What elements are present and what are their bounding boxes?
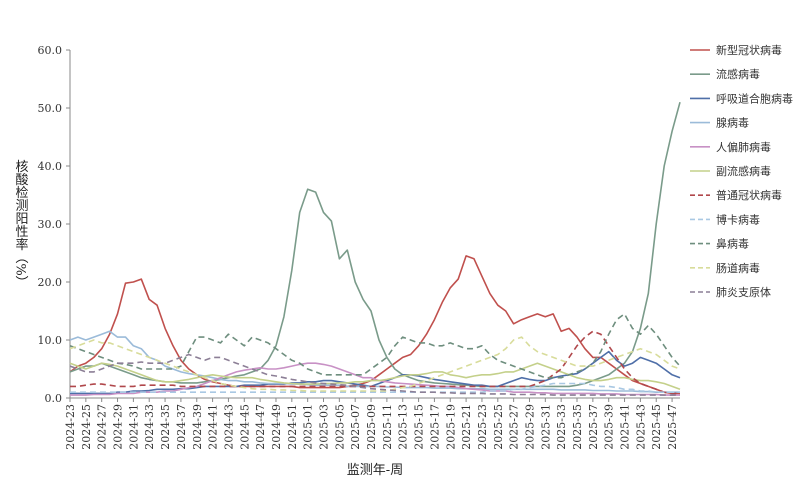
x-tick-label: 2025-09 — [365, 404, 378, 450]
x-tick-label: 2024-29 — [112, 404, 125, 450]
x-tick-label: 2024-41 — [207, 404, 220, 450]
y-tick-label: 10.0 — [38, 334, 63, 347]
x-tick-label: 2025-07 — [349, 404, 362, 450]
x-tick-label: 2025-17 — [428, 404, 441, 450]
x-tick-label: 2025-19 — [444, 404, 457, 450]
series-line-7 — [70, 382, 680, 394]
y-tick-label: 20.0 — [38, 276, 63, 289]
x-axis: 2024-23 2024-25 2024-27 2024-29 2024-31 2024-… — [64, 397, 680, 450]
legend-label: 肠道病毒 — [716, 261, 760, 275]
x-tick-label: 2025-25 — [492, 404, 505, 450]
legend-label: 普通冠状病毒 — [716, 188, 782, 202]
x-tick-label: 2025-29 — [523, 404, 536, 450]
x-axis-title: 监测年-周 — [347, 463, 403, 478]
y-axis: 0.0 10.0 20.0 30.0 40.0 50.0 60.0 — [38, 44, 71, 405]
x-tick-label: 2025-37 — [587, 404, 600, 450]
x-tick-label: 2025-43 — [634, 404, 647, 450]
x-tick-label: 2025-13 — [397, 404, 410, 450]
legend-label: 腺病毒 — [716, 116, 749, 130]
y-tick-label: 50.0 — [38, 102, 63, 115]
series-line-6 — [70, 330, 680, 395]
x-tick-label: 2024-23 — [64, 404, 77, 450]
legend-label: 人偏肺病毒 — [716, 140, 771, 154]
series-line-2 — [70, 350, 681, 395]
x-tick-label: 2024-47 — [254, 404, 267, 450]
series-line-10 — [69, 353, 680, 396]
x-tick-label: 2025-03 — [318, 404, 331, 450]
legend-label: 肺炎支原体 — [716, 285, 771, 299]
legend-label: 呼吸道合胞病毒 — [716, 91, 793, 105]
y-tick-label: 0.0 — [45, 392, 63, 405]
y-axis-title: 核酸检测阳性率（%） — [13, 159, 29, 288]
x-tick-label: 2025-21 — [460, 404, 473, 450]
series-line-0 — [69, 255, 680, 395]
series-line-5 — [69, 362, 681, 391]
x-tick-label: 2025-23 — [476, 404, 489, 450]
x-tick-label: 2024-35 — [159, 404, 172, 450]
x-tick-label: 2025-11 — [381, 404, 394, 450]
series-line-1 — [69, 101, 681, 388]
y-tick-label: 40.0 — [38, 160, 63, 173]
x-tick-label: 2025-15 — [413, 404, 426, 450]
x-tick-label: 2025-45 — [650, 404, 663, 450]
x-tick-label: 2024-31 — [127, 404, 140, 450]
x-tick-label: 2025-33 — [555, 404, 568, 450]
legend-label: 新型冠状病毒 — [716, 43, 782, 57]
x-tick-label: 2024-37 — [175, 404, 188, 450]
x-tick-label: 2024-25 — [80, 404, 93, 450]
x-tick-label: 2025-01 — [302, 404, 315, 450]
y-tick-label: 60.0 — [38, 44, 63, 57]
x-tick-label: 2024-39 — [191, 404, 204, 450]
series-line-8 — [69, 313, 681, 379]
x-tick-label: 2025-35 — [571, 404, 584, 450]
x-tick-label: 2024-45 — [238, 404, 251, 450]
x-tick-label: 2025-41 — [619, 404, 632, 450]
series-line-9 — [69, 336, 681, 392]
x-tick-label: 2024-51 — [286, 404, 299, 450]
legend: 新型冠状病毒流感病毒呼吸道合胞病毒腺病毒人偏肺病毒副流感病毒普通冠状病毒博卡病毒… — [690, 43, 793, 299]
x-tick-label: 2025-47 — [666, 404, 679, 450]
legend-label: 流感病毒 — [716, 67, 760, 81]
y-tick-label: 30.0 — [38, 218, 63, 231]
x-tick-label: 2024-27 — [96, 404, 109, 450]
series-line-3 — [69, 330, 680, 394]
x-tick-label: 2025-39 — [603, 404, 616, 450]
legend-label: 博卡病毒 — [716, 212, 760, 226]
x-tick-label: 2025-05 — [333, 404, 346, 450]
legend-label: 副流感病毒 — [716, 164, 771, 178]
x-tick-label: 2025-27 — [508, 404, 521, 450]
x-tick-label: 2024-49 — [270, 404, 283, 450]
x-tick-label: 2025-31 — [539, 404, 552, 450]
x-tick-label: 2024-33 — [143, 404, 156, 450]
legend-label: 鼻病毒 — [716, 237, 749, 251]
series-line-4 — [70, 362, 680, 396]
plot-area — [69, 101, 681, 396]
x-tick-label: 2024-43 — [222, 404, 235, 450]
